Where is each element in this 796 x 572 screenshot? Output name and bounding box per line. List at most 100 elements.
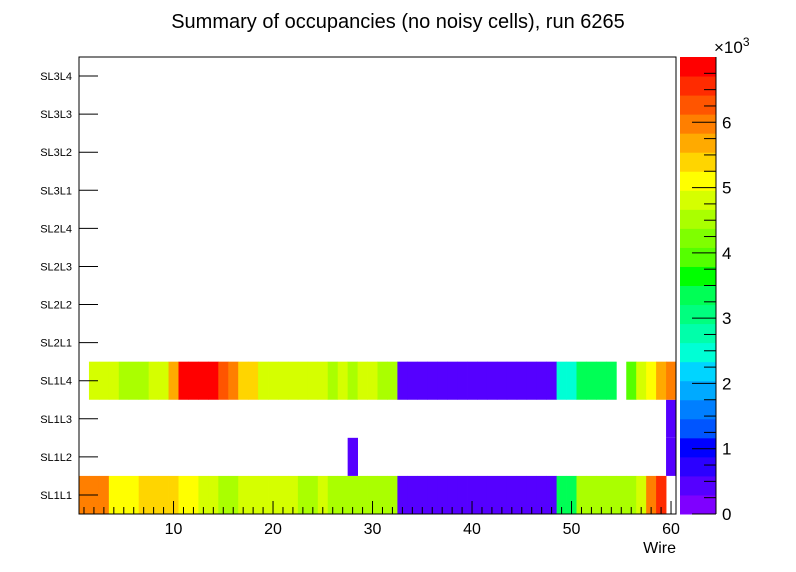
- heatmap-cell-sl1l1-wire-38: [447, 475, 458, 514]
- heatmap-cell-sl1l4-wire-60: [666, 361, 677, 400]
- palette-band-17: [680, 171, 716, 191]
- heatmap-cell-sl1l4-wire-58: [646, 361, 657, 400]
- z-tick-label-2: 2: [722, 374, 731, 393]
- heatmap-cell-sl1l1-wire-11: [178, 475, 189, 514]
- y-tick-label-sl3l3: SL3L3: [40, 109, 72, 121]
- palette-band-22: [680, 76, 716, 96]
- y-tick-label-sl1l1: SL1L1: [40, 490, 72, 502]
- heatmap-cell-sl1l4-wire-45: [516, 361, 528, 400]
- heatmap-cell-sl1l1-wire-19: [258, 475, 269, 514]
- palette-band-0: [680, 494, 716, 515]
- heatmap-cell-sl1l4-wire-10: [168, 361, 179, 400]
- x-tick-label-60: 60: [662, 521, 680, 538]
- x-axis: 10 20 30 40 50 60: [83, 501, 680, 538]
- palette-band-6: [680, 380, 716, 401]
- palette-band-12: [680, 266, 716, 286]
- y-tick-label-sl2l1: SL2L1: [40, 338, 72, 350]
- heatmap-cell-sl1l1-wire-51: [576, 475, 587, 514]
- heatmap-cell-sl1l4-wire-48: [546, 361, 557, 400]
- heatmap-cell-sl1l4-wire-44: [506, 361, 518, 400]
- heatmap-cell-sl1l1-wire-17: [238, 475, 249, 514]
- heatmap-cell-sl1l1-wire-8: [148, 475, 159, 514]
- heatmap-cell-sl1l4-wire-51: [576, 361, 587, 400]
- palette-band-23: [680, 57, 716, 77]
- palette-band-5: [680, 399, 716, 420]
- heatmap-cell-sl1l3-wire-60: [666, 399, 677, 438]
- x-tick-label-10: 10: [165, 521, 183, 538]
- palette-band-4: [680, 418, 716, 439]
- heatmap-cell-sl1l1-wire-23: [297, 475, 309, 514]
- z-tick-label-6: 6: [722, 113, 731, 132]
- heatmap-cell-sl1l1-wire-21: [278, 475, 289, 514]
- heatmap-cell-sl1l4-wire-7: [138, 361, 150, 400]
- heatmap-cell-sl1l1-wire-31: [377, 475, 388, 514]
- heatmap-cell-sl1l1-wire-48: [546, 475, 557, 514]
- heatmap-cell-sl1l4-wire-42: [486, 361, 498, 400]
- heatmap-cell-sl1l1-wire-5: [118, 475, 130, 514]
- heatmap-cell-sl1l1-wire-32: [387, 475, 398, 514]
- palette-band-19: [680, 133, 716, 153]
- x-tick-label-40: 40: [463, 521, 481, 538]
- heatmap-cell-sl1l4-wire-36: [427, 361, 438, 400]
- color-palette: [680, 57, 716, 515]
- heatmap-cell-sl1l4-wire-49: [556, 361, 567, 400]
- heatmap-cell-sl1l4-wire-25: [317, 361, 329, 400]
- z-axis: 0 1 2 3 4 5 6: [692, 57, 731, 524]
- palette-band-8: [680, 342, 716, 363]
- heatmap-cell-sl1l1-wire-22: [287, 475, 299, 514]
- heatmap-cell-sl1l1-wire-45: [516, 475, 528, 514]
- heatmap-cell-sl1l4-wire-5: [118, 361, 130, 400]
- heatmap-cell-sl1l1-wire-13: [198, 475, 209, 514]
- chart-title: Summary of occupancies (no noisy cells),…: [171, 11, 625, 33]
- heatmap-cell-sl1l4-wire-33: [397, 361, 408, 400]
- heatmap-cell-sl1l4-wire-12: [188, 361, 199, 400]
- palette-band-13: [680, 247, 716, 267]
- heatmap-cell-sl1l1-wire-4: [108, 475, 120, 514]
- heatmap-cell-sl1l4-wire-39: [457, 361, 468, 400]
- heatmap-cell-sl1l1-wire-34: [407, 475, 418, 514]
- heatmap-cell-sl1l1-wire-15: [218, 475, 229, 514]
- heatmap-cell-sl1l4-wire-3: [98, 361, 110, 400]
- heatmap-cell-sl1l1-wire-20: [268, 475, 279, 514]
- heatmap-cell-sl1l1-wire-44: [506, 475, 518, 514]
- heatmap-cell-sl1l4-wire-37: [437, 361, 448, 400]
- heatmap-cell-sl1l4-wire-54: [606, 361, 617, 400]
- heatmap-cell-sl1l4-wire-23: [297, 361, 309, 400]
- z-axis-multiplier: ×103: [714, 35, 750, 57]
- heatmap-cell-sl1l4-wire-53: [596, 361, 607, 400]
- y-tick-label-sl2l4: SL2L4: [40, 223, 72, 235]
- palette-band-14: [680, 228, 716, 248]
- heatmap-cell-sl1l4-wire-30: [367, 361, 378, 400]
- x-tick-label-30: 30: [364, 521, 382, 538]
- heatmap-cell-sl1l1-wire-33: [397, 475, 408, 514]
- palette-band-16: [680, 190, 716, 210]
- heatmap-cell-sl1l4-wire-13: [198, 361, 209, 400]
- heatmap-cell-sl1l4-wire-59: [656, 361, 667, 400]
- heatmap-cell-sl1l1-wire-40: [467, 475, 478, 514]
- heatmap-cell-sl1l4-wire-31: [377, 361, 388, 400]
- heatmap-cell-sl1l4-wire-28: [347, 361, 358, 400]
- heatmap-cell-sl1l1-wire-42: [486, 475, 498, 514]
- heatmap-cell-sl1l1-wire-41: [477, 475, 488, 514]
- heatmap-cell-sl1l4-wire-35: [417, 361, 428, 400]
- y-tick-label-sl2l3: SL2L3: [40, 261, 72, 273]
- y-tick-label-sl3l2: SL3L2: [40, 147, 72, 159]
- palette-band-9: [680, 323, 716, 344]
- heatmap-cell-sl1l1-wire-29: [357, 475, 368, 514]
- heatmap-cell-sl1l4-wire-56: [626, 361, 637, 400]
- heatmap-cell-sl1l1-wire-53: [596, 475, 607, 514]
- y-tick-label-sl1l3: SL1L3: [40, 414, 72, 426]
- heatmap-cell-sl1l1-wire-27: [337, 475, 349, 514]
- heatmap-cell-sl1l4-wire-22: [287, 361, 299, 400]
- heatmap-cell-sl1l2-wire-28: [347, 437, 358, 476]
- heatmap-cell-sl1l1-wire-50: [566, 475, 577, 514]
- y-tick-label-sl2l2: SL2L2: [40, 300, 72, 312]
- heatmap-cell-sl1l1-wire-56: [626, 475, 637, 514]
- heatmap-cell-sl1l1-wire-37: [437, 475, 448, 514]
- heatmap-cell-sl1l1-wire-16: [228, 475, 239, 514]
- heatmap-cell-sl1l4-wire-57: [636, 361, 647, 400]
- heatmap-cell-sl1l1-wire-6: [128, 475, 140, 514]
- z-multiplier-exponent: 3: [743, 35, 750, 49]
- heatmap-cell-sl1l4-wire-47: [536, 361, 548, 400]
- palette-band-15: [680, 209, 716, 229]
